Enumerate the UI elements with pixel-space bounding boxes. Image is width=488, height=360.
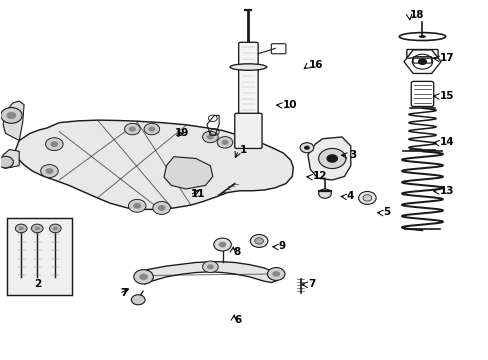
Circle shape (6, 112, 16, 119)
Circle shape (131, 295, 145, 305)
FancyBboxPatch shape (238, 42, 258, 117)
Text: 12: 12 (312, 171, 326, 181)
Circle shape (326, 154, 337, 163)
Polygon shape (15, 120, 293, 210)
Polygon shape (163, 157, 212, 189)
Circle shape (267, 267, 285, 280)
Text: 6: 6 (234, 315, 242, 325)
Circle shape (221, 140, 228, 145)
Text: 3: 3 (348, 150, 356, 160)
Text: 17: 17 (439, 53, 453, 63)
Circle shape (417, 58, 426, 65)
Text: 5: 5 (383, 207, 390, 217)
Circle shape (144, 123, 159, 135)
Circle shape (250, 234, 267, 247)
Circle shape (157, 205, 165, 211)
Circle shape (202, 131, 218, 143)
Circle shape (217, 136, 232, 148)
Text: 13: 13 (439, 186, 453, 196)
Circle shape (35, 226, 40, 230)
Text: 8: 8 (233, 247, 241, 257)
Circle shape (134, 270, 153, 284)
Circle shape (300, 143, 313, 153)
Circle shape (218, 242, 226, 247)
Ellipse shape (418, 35, 425, 38)
Text: 2: 2 (34, 279, 41, 289)
Circle shape (254, 238, 263, 244)
Circle shape (41, 165, 58, 177)
Circle shape (45, 168, 53, 174)
Circle shape (213, 238, 231, 251)
Circle shape (19, 226, 23, 230)
Circle shape (128, 126, 136, 132)
Text: 9: 9 (278, 241, 285, 251)
Circle shape (148, 126, 155, 132)
Polygon shape (142, 262, 279, 284)
Text: 10: 10 (282, 100, 296, 110)
Circle shape (139, 274, 148, 280)
Text: 11: 11 (190, 189, 205, 199)
Ellipse shape (230, 64, 266, 70)
FancyBboxPatch shape (6, 218, 72, 295)
Text: 4: 4 (346, 191, 353, 201)
Circle shape (49, 224, 61, 233)
Circle shape (272, 271, 280, 277)
Text: 18: 18 (409, 10, 424, 20)
Circle shape (202, 261, 218, 273)
Circle shape (206, 134, 213, 140)
Circle shape (304, 145, 309, 150)
Circle shape (31, 224, 43, 233)
Polygon shape (307, 137, 350, 180)
Circle shape (0, 156, 13, 168)
Circle shape (206, 264, 213, 269)
Circle shape (128, 199, 146, 212)
Circle shape (362, 195, 371, 201)
Circle shape (318, 189, 330, 198)
Text: 7: 7 (307, 279, 315, 289)
Circle shape (0, 108, 22, 123)
Circle shape (153, 202, 170, 215)
Text: 14: 14 (439, 138, 453, 147)
Circle shape (45, 138, 63, 150)
Text: 15: 15 (439, 91, 453, 101)
Circle shape (124, 123, 140, 135)
Circle shape (318, 148, 345, 168)
FancyBboxPatch shape (234, 113, 262, 148)
Circle shape (53, 226, 58, 230)
Text: 7: 7 (120, 288, 127, 298)
Text: 1: 1 (239, 144, 246, 154)
Circle shape (15, 224, 27, 233)
Polygon shape (3, 101, 24, 140)
Text: 16: 16 (308, 60, 323, 70)
Polygon shape (1, 149, 19, 168)
Circle shape (50, 141, 58, 147)
Text: 19: 19 (175, 129, 189, 138)
Circle shape (133, 203, 141, 209)
Circle shape (358, 192, 375, 204)
